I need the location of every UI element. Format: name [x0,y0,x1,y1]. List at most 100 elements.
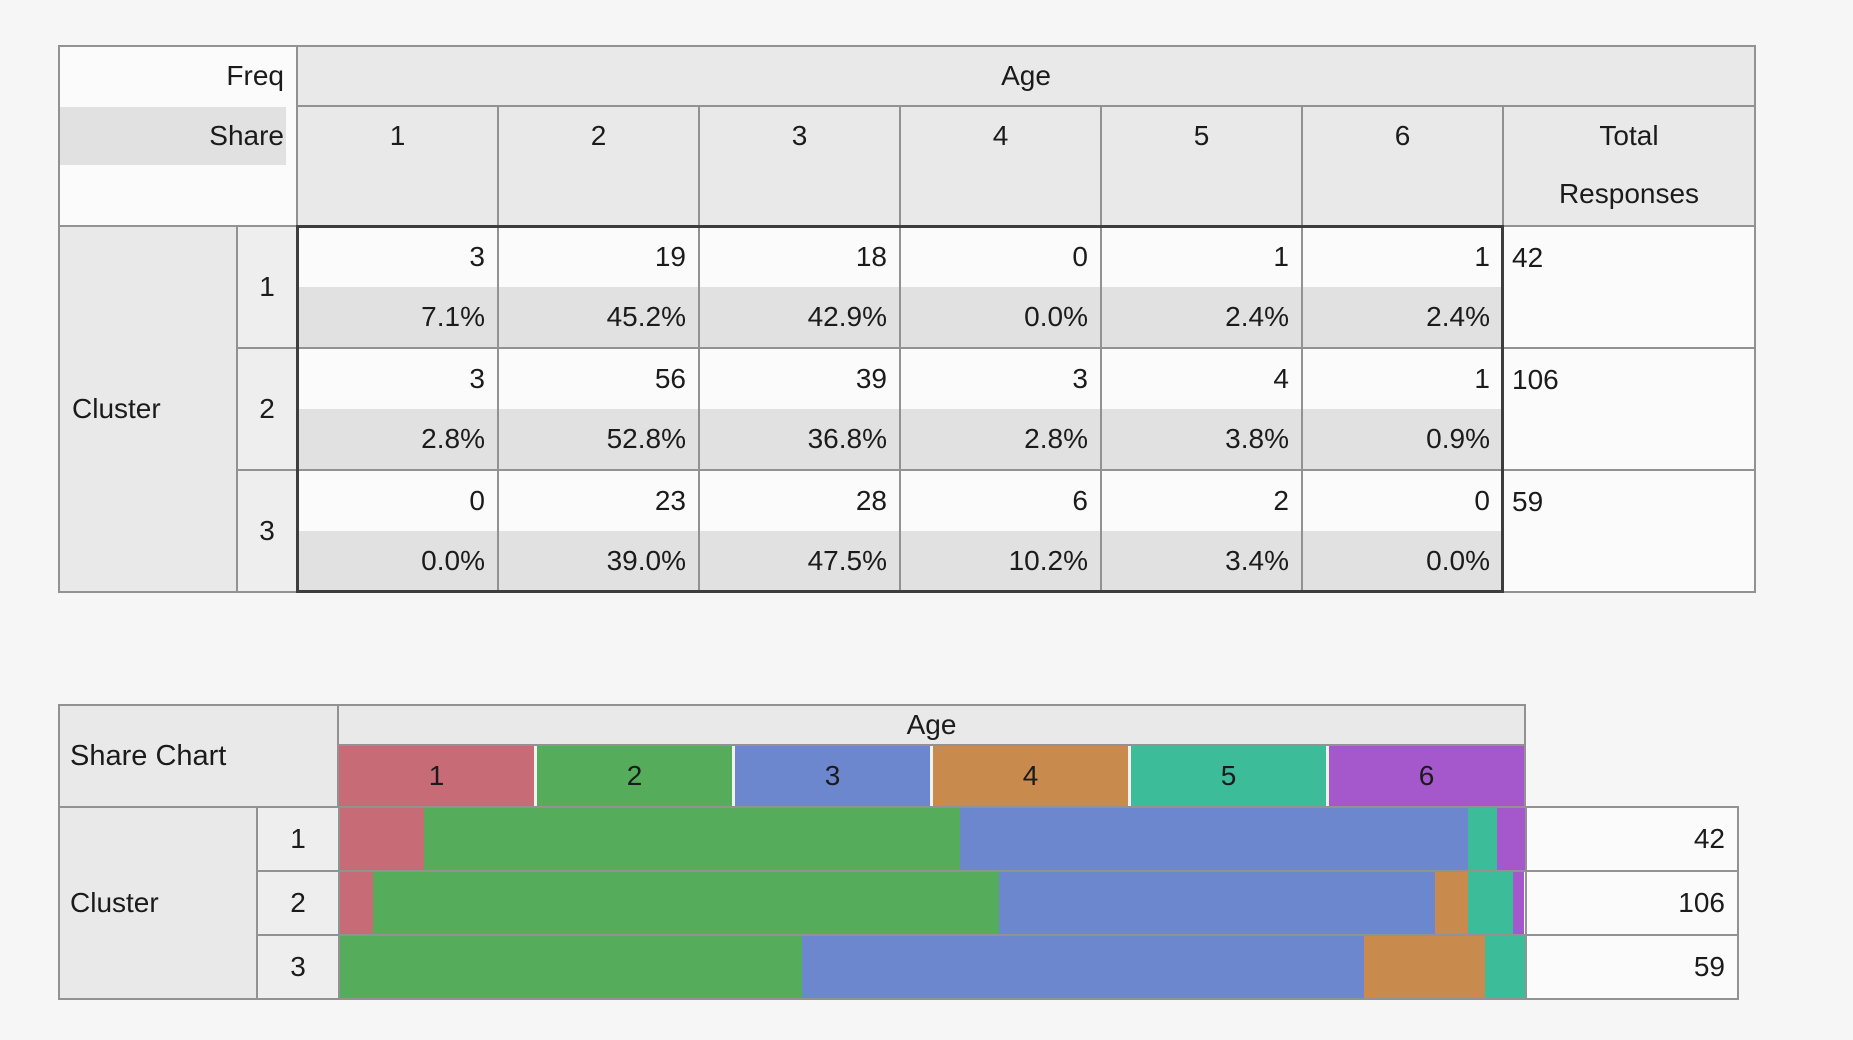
age-level-header-5: 5 [1102,107,1301,225]
freq-value: 1 [1303,227,1502,287]
freq-label: Freq [60,47,296,105]
freq-share-cell-c3-a6: 0 0.0% [1303,471,1502,591]
corner-cell: Freq Share [60,47,296,225]
share-value: 52.8% [499,409,698,469]
freq-share-cell-c1-a5: 1 2.4% [1102,227,1301,347]
share-value: 0.0% [901,287,1100,347]
age-level-header-2: 2 [499,107,698,225]
freq-value: 6 [901,471,1100,531]
share-value: 36.8% [700,409,899,469]
freq-value: 1 [1303,349,1502,409]
freq-share-cell-c3-a1: 0 0.0% [298,471,497,591]
freq-share-cell-c2-a6: 1 0.9% [1303,349,1502,469]
share-value: 7.1% [298,287,497,347]
bar-segment-age-4[interactable] [1434,872,1469,934]
share-value: 45.2% [499,287,698,347]
share-value: 0.9% [1303,409,1502,469]
freq-share-cell-c1-a3: 18 42.9% [700,227,899,347]
share-chart-body: Cluster 1 42 2 106 3 59 [58,806,1739,1000]
freq-value: 0 [1303,471,1502,531]
bar-segment-age-3[interactable] [801,936,1365,998]
freq-share-cell-c1-a1: 3 7.1% [298,227,497,347]
freq-value: 4 [1102,349,1301,409]
total-header-line1: Total [1599,120,1659,151]
bar-segment-age-1[interactable] [340,872,374,934]
chart-cluster-sublabel-2: 2 [258,872,338,934]
share-bar-cluster-2 [340,872,1525,934]
share-value: 42.9% [700,287,899,347]
share-chart-title: Share Chart [60,706,337,806]
freq-share-cell-c1-a2: 19 45.2% [499,227,698,347]
age-level-header-6: 6 [1303,107,1502,225]
freq-share-cell-c2-a3: 39 36.8% [700,349,899,469]
bar-segment-age-2[interactable] [424,808,960,870]
share-value: 2.4% [1303,287,1502,347]
bar-segment-age-6[interactable] [1496,808,1525,870]
freq-share-cell-c3-a4: 6 10.2% [901,471,1100,591]
bar-segment-age-5[interactable] [1468,808,1497,870]
cluster-sublabel-3: 3 [238,471,296,591]
freq-value: 2 [1102,471,1301,531]
legend-swatch-age-5[interactable]: 5 [1131,746,1326,806]
corner-divider [60,105,296,107]
freq-value: 0 [901,227,1100,287]
share-label: Share [60,107,296,165]
freq-share-cell-c3-a3: 28 47.5% [700,471,899,591]
total-responses-value-c3: 59 [1504,471,1754,591]
freq-value: 3 [298,227,497,287]
chart-cluster-sublabel-3: 3 [258,936,338,998]
age-level-header-3: 3 [700,107,899,225]
share-value: 10.2% [901,531,1100,591]
share-value: 3.4% [1102,531,1301,591]
freq-share-table: Freq Share Age Total Responses Cluster 1… [58,45,1756,593]
freq-share-cell-c1-a6: 1 2.4% [1303,227,1502,347]
share-value: 2.8% [901,409,1100,469]
cluster-row-group-label: Cluster [60,227,236,591]
freq-value: 1 [1102,227,1301,287]
bar-segment-age-2[interactable] [373,872,999,934]
freq-share-cell-c3-a2: 23 39.0% [499,471,698,591]
freq-value: 23 [499,471,698,531]
legend-swatch-age-1[interactable]: 1 [339,746,534,806]
share-bar-cluster-1 [340,808,1525,870]
legend-swatch-age-6[interactable]: 6 [1329,746,1524,806]
share-value: 3.8% [1102,409,1301,469]
legend-swatch-age-3[interactable]: 3 [735,746,930,806]
freq-share-cell-c3-a5: 2 3.4% [1102,471,1301,591]
legend-swatch-age-4[interactable]: 4 [933,746,1128,806]
freq-value: 0 [298,471,497,531]
share-value: 0.0% [1303,531,1502,591]
age-column-group-header: Age [298,47,1754,105]
share-value: 2.8% [298,409,497,469]
age-level-header-1: 1 [298,107,497,225]
age-level-header-4: 4 [901,107,1100,225]
freq-value: 39 [700,349,899,409]
bar-segment-age-3[interactable] [959,808,1469,870]
bar-segment-age-6[interactable] [1513,872,1524,934]
freq-value: 19 [499,227,698,287]
total-responses-value-c1: 42 [1504,227,1754,347]
total-responses-value-c2: 106 [1504,349,1754,469]
total-responses-header: Total Responses [1504,107,1754,225]
share-value: 39.0% [499,531,698,591]
chart-total-value-c2: 106 [1527,872,1737,934]
bar-segment-age-3[interactable] [998,872,1435,934]
freq-share-cell-c2-a1: 3 2.8% [298,349,497,469]
freq-value: 56 [499,349,698,409]
freq-value: 3 [901,349,1100,409]
chart-total-value-c1: 42 [1527,808,1737,870]
legend-swatch-age-2[interactable]: 2 [537,746,732,806]
bar-segment-age-4[interactable] [1364,936,1485,998]
freq-share-cell-c2-a4: 3 2.8% [901,349,1100,469]
chart-cluster-sublabel-1: 1 [258,808,338,870]
freq-value: 18 [700,227,899,287]
bar-segment-age-5[interactable] [1484,936,1525,998]
bar-segment-age-2[interactable] [340,936,802,998]
freq-share-cell-c1-a4: 0 0.0% [901,227,1100,347]
cluster-sublabel-1: 1 [238,227,296,347]
bar-segment-age-5[interactable] [1468,872,1514,934]
bar-segment-age-1[interactable] [340,808,425,870]
cluster-sublabel-2: 2 [238,349,296,469]
